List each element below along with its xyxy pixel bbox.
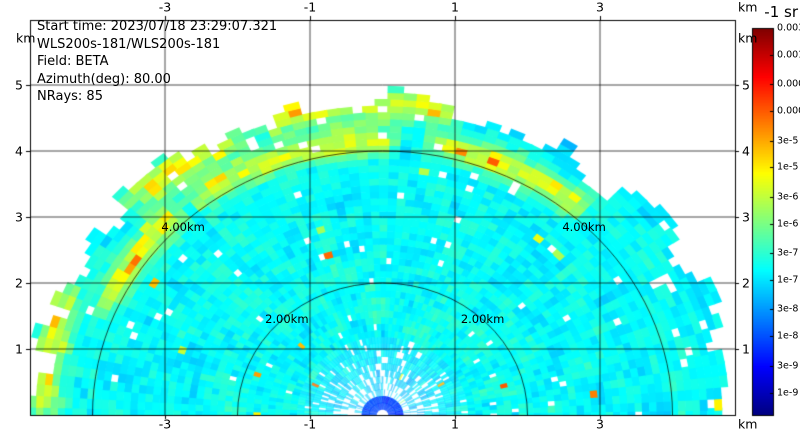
start-time-label: Start time: 2023/07/18 23:29:07.321 <box>37 19 278 34</box>
azimuth-label: Azimuth(deg): 80.00 <box>37 71 171 87</box>
field-label: Field: BETA <box>37 54 109 69</box>
scan-info-block: Start time: 2023/07/18 23:29:07.321 WLS2… <box>37 18 277 106</box>
nrays-label: NRays: 85 <box>37 89 103 104</box>
system-name-label: WLS200s-181/WLS200s-181 <box>37 36 221 52</box>
